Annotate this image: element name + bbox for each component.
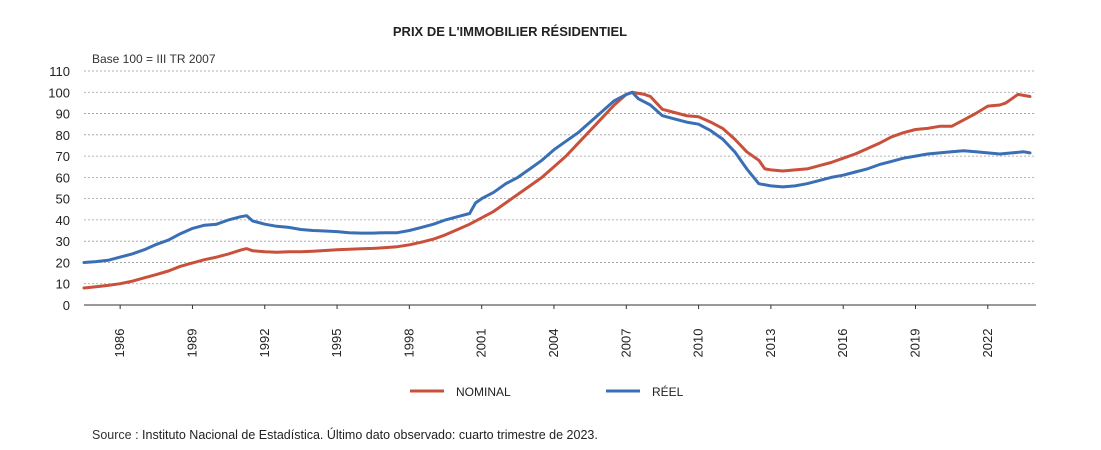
source-note: Source : Instituto Nacional de Estadísti… bbox=[92, 428, 598, 442]
y-tick-label: 70 bbox=[56, 149, 70, 164]
source-label: Source : bbox=[92, 428, 139, 442]
y-tick-label: 20 bbox=[56, 255, 70, 270]
y-tick-label: 10 bbox=[56, 277, 70, 292]
y-tick-label: 100 bbox=[48, 85, 70, 100]
y-tick-label: 50 bbox=[56, 192, 70, 207]
legend-label-nominal: NOMINAL bbox=[456, 385, 511, 399]
y-axis: 0 10 20 30 40 50 60 70 80 90 100 110 bbox=[48, 64, 70, 313]
y-tick-label: 30 bbox=[56, 234, 70, 249]
x-tick-label: 2001 bbox=[474, 329, 489, 358]
series-lines bbox=[82, 90, 1032, 290]
grid-lines bbox=[84, 70, 1036, 306]
y-tick-label: 90 bbox=[56, 107, 70, 122]
x-tick-label: 1992 bbox=[257, 329, 272, 358]
x-tick-label: 2004 bbox=[546, 329, 561, 358]
chart-title: PRIX DE L'IMMOBILIER RÉSIDENTIEL bbox=[393, 24, 627, 39]
series-line-nominal bbox=[82, 90, 1032, 290]
x-tick-label: 1986 bbox=[112, 329, 127, 358]
legend-label-réel: RÉEL bbox=[652, 384, 684, 399]
x-tick-label: 2016 bbox=[835, 329, 850, 358]
x-tick-label: 1995 bbox=[329, 329, 344, 358]
x-tick-label: 2022 bbox=[980, 329, 995, 358]
y-tick-label: 80 bbox=[56, 128, 70, 143]
x-tick-label: 2007 bbox=[618, 329, 633, 358]
x-tick-label: 1998 bbox=[401, 329, 416, 358]
legend: NOMINAL RÉEL bbox=[410, 384, 684, 399]
x-axis: 1986 1989 1992 1995 1998 2001 2004 2007 2010 2013… bbox=[112, 305, 995, 357]
y-tick-label: 0 bbox=[63, 298, 70, 313]
y-tick-label: 110 bbox=[49, 64, 70, 79]
series-line-réel bbox=[82, 90, 1032, 264]
y-tick-label: 40 bbox=[56, 213, 70, 228]
source-text: Instituto Nacional de Estadística. Últim… bbox=[142, 428, 598, 442]
x-tick-label: 2013 bbox=[763, 329, 778, 358]
x-tick-label: 2010 bbox=[691, 329, 706, 358]
x-tick-label: 1989 bbox=[184, 329, 199, 358]
x-tick-label: 2019 bbox=[907, 329, 922, 358]
y-tick-label: 60 bbox=[56, 170, 70, 185]
chart-subtitle: Base 100 = III TR 2007 bbox=[92, 52, 216, 66]
